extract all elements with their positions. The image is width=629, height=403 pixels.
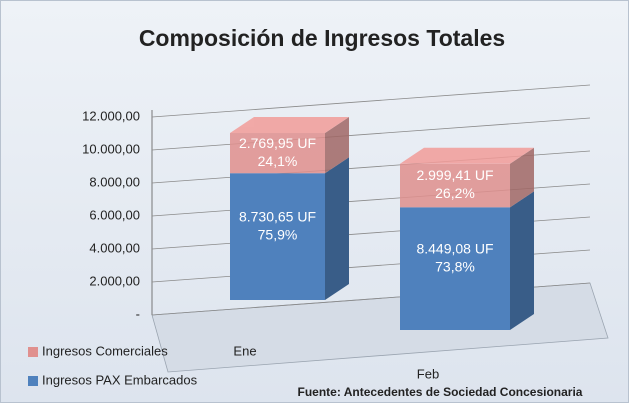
y-tick-label: 10.000,00 — [82, 141, 140, 156]
value-label: 2.999,41 UF — [416, 167, 493, 183]
y-tick-label: 4.000,00 — [89, 240, 140, 255]
x-tick-label: Ene — [233, 343, 256, 358]
bar-top — [230, 117, 349, 134]
bar-front — [400, 207, 510, 330]
bar-side — [510, 147, 534, 208]
share-label: 73,8% — [435, 258, 475, 274]
y-tick-label: 2.000,00 — [89, 273, 140, 288]
bar-side — [325, 117, 349, 174]
legend-label: Ingresos Comerciales — [42, 343, 168, 358]
value-label: 2.769,95 UF — [239, 135, 316, 151]
grid-line — [151, 117, 591, 151]
legend-swatch — [28, 347, 38, 357]
share-label: 24,1% — [258, 153, 298, 169]
legend-swatch — [28, 376, 38, 386]
y-tick-label: 6.000,00 — [89, 207, 140, 222]
grid-line — [151, 84, 591, 118]
chart-title: Composición de Ingresos Totales — [139, 25, 505, 51]
bar-side — [325, 157, 349, 300]
x-tick-label: Feb — [417, 366, 439, 381]
legend-label: Ingresos PAX Embarcados — [42, 372, 198, 387]
y-tick-label: - — [136, 306, 140, 321]
bar-segment — [400, 147, 534, 208]
bar-front — [230, 133, 325, 174]
share-label: 26,2% — [435, 185, 475, 201]
bar-front — [400, 163, 510, 208]
bar-segment — [230, 117, 349, 174]
value-label: 8.730,65 UF — [239, 208, 316, 224]
bar-side — [510, 191, 534, 330]
bar-top — [400, 147, 534, 164]
bar-front — [230, 173, 325, 300]
y-tick-label: 12.000,00 — [82, 108, 140, 123]
bar-segment — [400, 191, 534, 330]
source-note: Fuente: Antecedentes de Sociedad Concesi… — [298, 385, 583, 399]
value-label: 8.449,08 UF — [416, 240, 493, 256]
bar-segment — [230, 157, 349, 300]
y-tick-label: 8.000,00 — [89, 174, 140, 189]
share-label: 75,9% — [258, 226, 298, 242]
